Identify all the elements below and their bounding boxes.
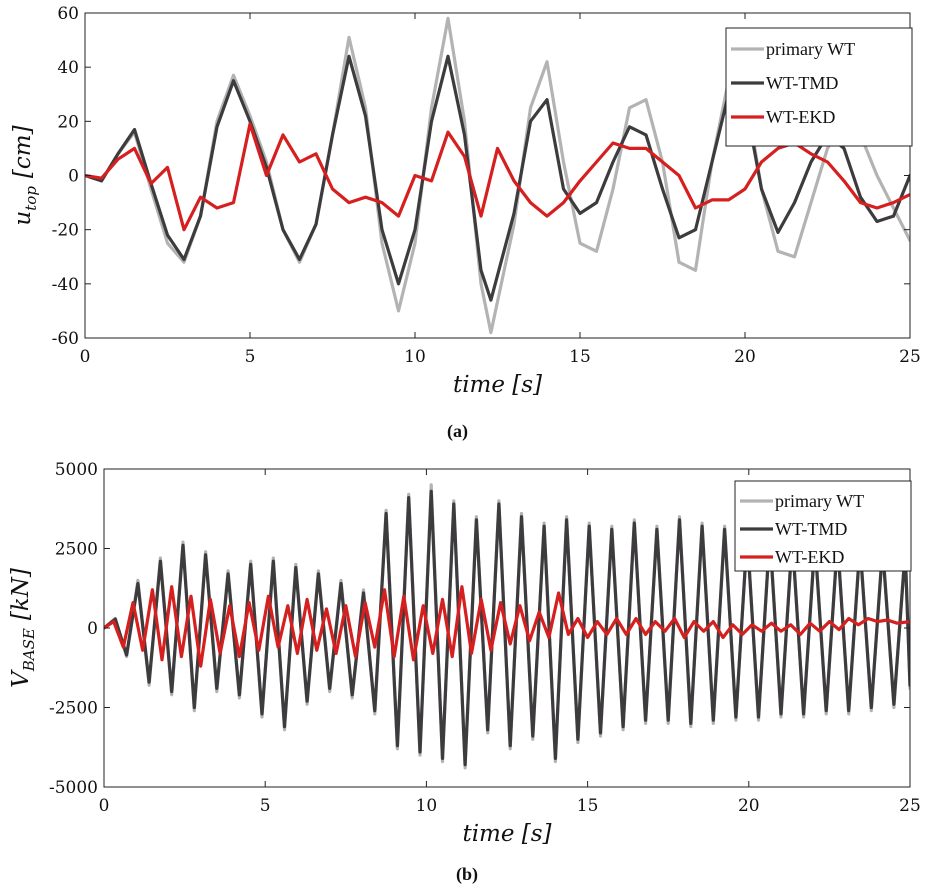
legend-label-primary-wt: primary WT: [775, 491, 864, 511]
y-tick-label: -20: [52, 221, 79, 241]
legend-label-primary-wt: primary WT: [766, 39, 855, 59]
series-line-wt-tmd: [85, 54, 910, 302]
y-tick-label: 2500: [55, 540, 98, 560]
x-tick-label: 10: [404, 347, 426, 367]
x-axis-label: time [s]: [453, 372, 542, 398]
series-line-wt-ekd: [85, 122, 910, 232]
y-tick-label: 5000: [55, 460, 98, 480]
chart-panel-a: 0 5 10 15 20 25 -60 -40 -20 0 20 40 60 time [s] utop[c…: [10, 4, 921, 442]
x-tick-label: 5: [260, 796, 271, 816]
y-tick-label: 20: [57, 112, 79, 132]
y-axis-label: utop[cm]: [10, 125, 40, 225]
series-group: [104, 483, 910, 770]
series-line-primary-wt: [85, 16, 910, 335]
y-tick-label: -40: [52, 275, 79, 295]
series-line-primary-wt: [104, 483, 910, 770]
y-tick-label: 60: [57, 4, 79, 24]
legend: primary WT WT-TMD WT-EKD: [725, 27, 913, 147]
x-tick-label: 15: [569, 347, 591, 367]
chart-panel-b: 0 5 10 15 20 25 -5000 -2500 0 2500 5000 time [s] VBA…: [8, 460, 921, 885]
x-tick-label: 0: [80, 347, 91, 367]
series-line-wt-tmd: [104, 489, 910, 767]
series-line-wt-ekd: [104, 585, 910, 668]
legend-label-wt-ekd: WT-EKD: [766, 107, 835, 127]
y-tick-label: 40: [57, 58, 79, 78]
x-tick-label: 25: [899, 796, 921, 816]
panel-caption: (b): [456, 864, 478, 885]
y-tick-label: 0: [87, 619, 98, 639]
y-axis-label: VBASE[kN]: [8, 568, 38, 688]
legend-label-wt-ekd: WT-EKD: [775, 547, 844, 567]
panel-caption: (a): [447, 421, 468, 442]
x-tick-label: 5: [245, 347, 256, 367]
x-tick-label: 10: [416, 796, 438, 816]
x-tick-label: 20: [738, 796, 760, 816]
legend-label-wt-tmd: WT-TMD: [775, 519, 847, 539]
series-group: [85, 16, 910, 335]
y-tick-label: -5000: [49, 778, 98, 798]
y-tick-label: -2500: [49, 699, 98, 719]
x-tick-label: 0: [99, 796, 110, 816]
y-tick-label: -60: [52, 329, 79, 349]
x-tick-label: 25: [899, 347, 921, 367]
y-tick-label: 0: [68, 167, 79, 187]
legend-label-wt-tmd: WT-TMD: [766, 73, 838, 93]
legend: primary WT WT-TMD WT-EKD: [734, 480, 912, 572]
x-axis-label: time [s]: [462, 821, 551, 847]
x-tick-label: 15: [577, 796, 599, 816]
x-tick-label: 20: [734, 347, 756, 367]
